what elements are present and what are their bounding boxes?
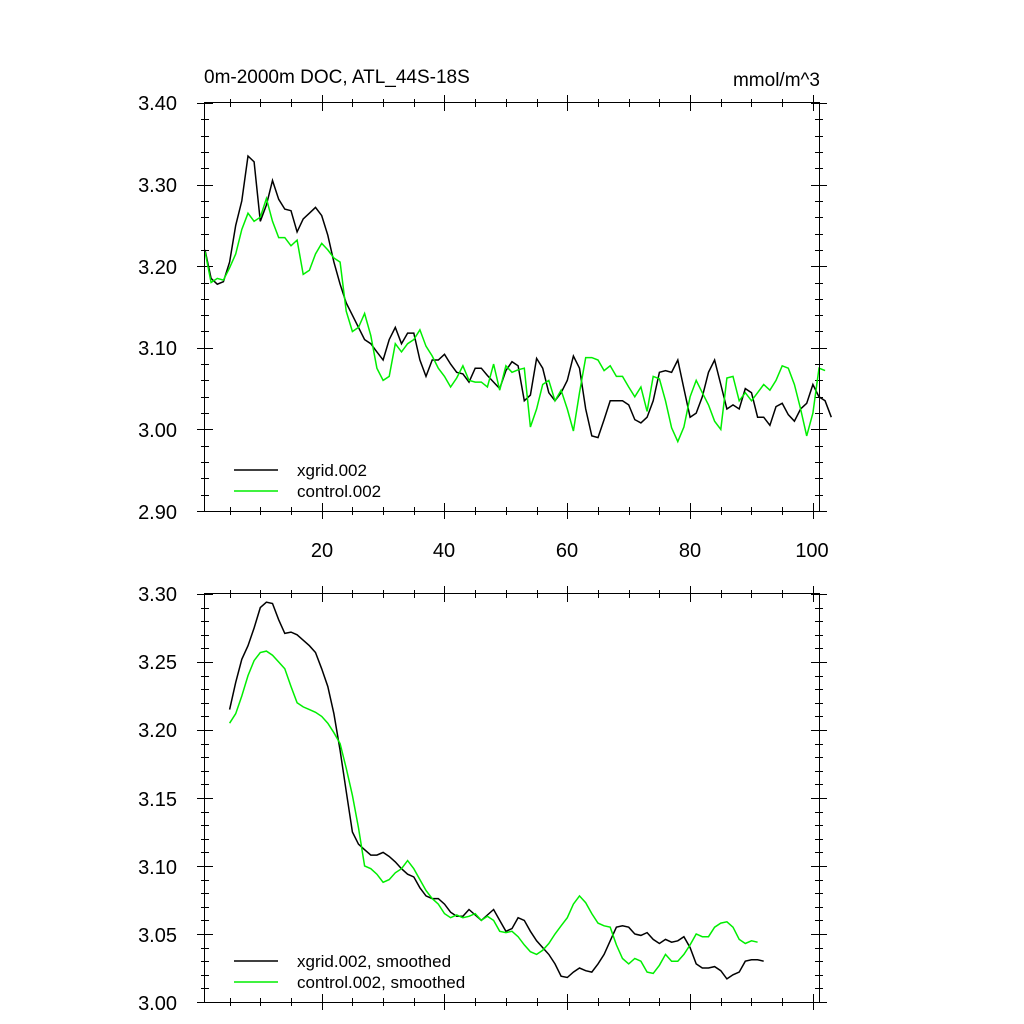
series-line-xgrid-smoothed — [228, 601, 764, 980]
top-chart-title: 0m-2000m DOC, ATL_44S-18S — [204, 67, 470, 88]
bottom-y-tick-label: 3.05 — [138, 925, 177, 947]
legend-label-xgrid-smoothed: xgrid.002, smoothed — [297, 952, 451, 971]
series-line-control — [204, 195, 826, 444]
bottom-major-ticks — [197, 586, 827, 1010]
top-y-tick-label: 3.20 — [138, 257, 177, 279]
series-line-control-smoothed — [228, 650, 758, 975]
bottom-y-tick-label: 3.10 — [138, 857, 177, 879]
bottom-y-tick-label: 3.25 — [138, 652, 177, 674]
top-x-tick-label: 40 — [433, 540, 455, 562]
top-x-tick-label: 100 — [795, 540, 828, 562]
top-panel: 0m-2000m DOC, ATL_44S-18S mmol/m^3 3.40 … — [138, 67, 833, 562]
bottom-plot-frame — [204, 593, 820, 1003]
top-minor-ticks — [201, 99, 823, 515]
top-y-tick-label: 2.90 — [138, 502, 177, 524]
bottom-y-tick-label: 3.15 — [138, 789, 177, 811]
top-x-tick-label: 80 — [679, 540, 701, 562]
legend-label-xgrid: xgrid.002 — [297, 461, 367, 480]
top-chart-units: mmol/m^3 — [733, 70, 820, 91]
top-plot-frame — [204, 102, 820, 512]
series-line-xgrid — [204, 154, 833, 439]
legend-label-control-smoothed: control.002, smoothed — [297, 973, 465, 992]
bottom-minor-ticks — [201, 590, 823, 1006]
bottom-y-tick-label: 3.20 — [138, 720, 177, 742]
top-y-tick-label: 3.30 — [138, 175, 177, 197]
top-y-tick-label: 3.10 — [138, 338, 177, 360]
top-major-ticks — [197, 95, 827, 519]
top-x-tick-label: 20 — [311, 540, 333, 562]
bottom-y-tick-label: 3.00 — [138, 993, 177, 1015]
bottom-y-tick-label: 3.30 — [138, 584, 177, 606]
top-y-tick-label: 3.40 — [138, 93, 177, 115]
bottom-panel: 3.30 3.25 3.20 3.15 3.10 3.05 3.00 xgrid… — [138, 584, 827, 1015]
legend-label-control: control.002 — [297, 482, 381, 501]
top-y-tick-label: 3.00 — [138, 420, 177, 442]
top-x-tick-label: 60 — [556, 540, 578, 562]
